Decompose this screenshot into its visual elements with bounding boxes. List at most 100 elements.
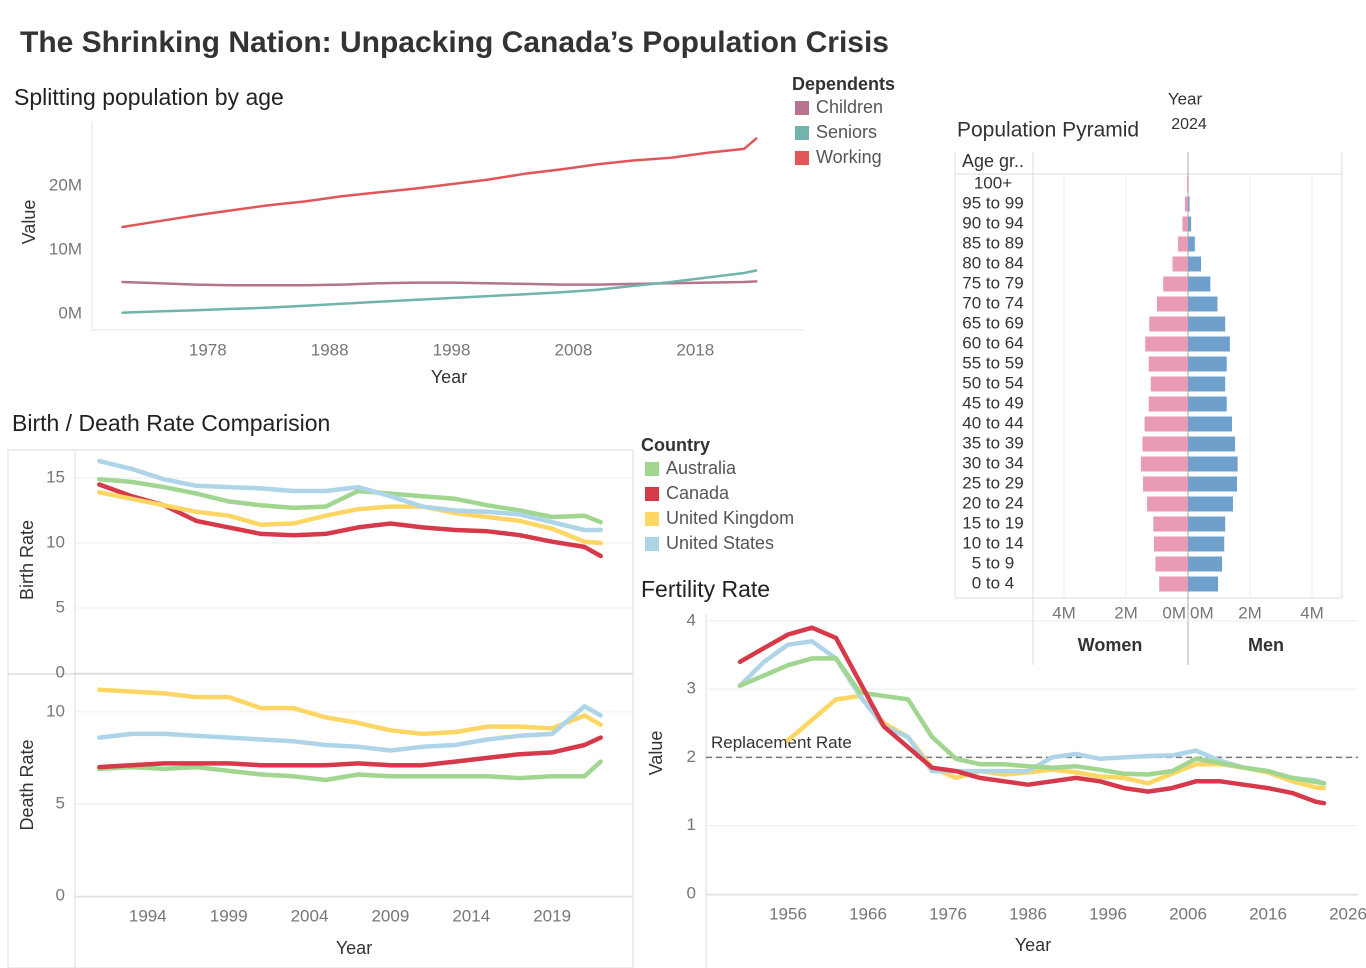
x-tick-label: 1956 (769, 904, 807, 923)
pyramid-bar (1147, 496, 1188, 512)
x-tick-label: 2006 (1169, 904, 1207, 923)
x-tick-label: 2009 (371, 906, 409, 925)
x-tick-label: 2018 (676, 340, 714, 359)
x-tick-label: 1976 (929, 904, 967, 923)
legend-swatch (645, 487, 659, 501)
pyramid-bar (1188, 316, 1226, 332)
series-line (97, 490, 603, 546)
series-line (97, 482, 603, 559)
y-tick-label: 10M (49, 239, 82, 258)
x-axis-title: Year (336, 938, 372, 958)
x-tick-label: 0M (1190, 603, 1214, 622)
axis-title: Men (1248, 635, 1284, 655)
pyramid-bar (1188, 576, 1219, 592)
chart-title: Fertility Rate (641, 576, 770, 602)
x-tick-label: 2004 (291, 906, 329, 925)
category-label: 50 to 54 (962, 373, 1023, 392)
y-tick-label: 1 (687, 815, 696, 834)
chart-title: Birth / Death Rate Comparision (12, 410, 330, 436)
filter-value: 2024 (1171, 116, 1207, 133)
pyramid-bar (1157, 296, 1188, 312)
pyramid-bar (1184, 196, 1188, 212)
x-tick-label: 1986 (1009, 904, 1047, 923)
pyramid-bar (1178, 236, 1188, 252)
pyramid-bar (1143, 476, 1188, 492)
y-axis-title: Value (646, 731, 666, 776)
legend-title: Dependents (792, 74, 895, 94)
pyramid-bar (1153, 516, 1188, 532)
chart-title: Population Pyramid (957, 119, 1139, 142)
category-label: 30 to 34 (962, 453, 1023, 472)
category-label: 75 to 79 (962, 273, 1023, 292)
series-line (97, 458, 603, 533)
category-label: 55 to 59 (962, 353, 1023, 372)
x-tick-label: 2M (1114, 603, 1138, 622)
pyramid-bar (1188, 456, 1238, 472)
x-axis-title: Year (431, 367, 467, 387)
series-line (121, 280, 758, 287)
category-label: 35 to 39 (962, 433, 1023, 452)
category-label: 65 to 69 (962, 313, 1023, 332)
legend-label: Australia (666, 458, 737, 478)
series-line (737, 625, 1327, 806)
dashboard-title: The Shrinking Nation: Unpacking Canada’s… (20, 26, 889, 59)
pyramid-bar (1188, 396, 1227, 412)
pyramid-bar (1188, 416, 1233, 432)
pyramid-bar (1148, 396, 1188, 412)
series-line (737, 656, 1327, 786)
axis-title: Women (1078, 635, 1143, 655)
pyramid-bar (1159, 576, 1188, 592)
category-label: 45 to 49 (962, 393, 1023, 412)
pyramid-bar (1188, 476, 1237, 492)
series-line (97, 687, 603, 737)
legend-label: United States (666, 533, 774, 553)
series-line (97, 735, 603, 770)
pyramid-bar (1188, 216, 1192, 232)
legend-label: United Kingdom (666, 508, 794, 528)
category-label: 60 to 64 (962, 333, 1023, 352)
chart-title: Splitting population by age (14, 84, 284, 110)
y-axis-title: Birth Rate (17, 520, 37, 600)
legend-swatch (795, 101, 809, 115)
y-tick-label: 0 (687, 883, 696, 902)
filter-label: Year (1168, 89, 1203, 108)
y-tick-label: 2 (687, 747, 696, 766)
category-label: 10 to 14 (962, 533, 1023, 552)
category-label: 90 to 94 (962, 213, 1023, 232)
x-tick-label: 2008 (555, 340, 593, 359)
pyramid-bar (1144, 416, 1188, 432)
pyramid-bar (1145, 336, 1188, 352)
y-tick-label: 4 (687, 610, 696, 629)
y-tick-label: 15 (46, 467, 65, 486)
pyramid-bar (1188, 496, 1233, 512)
x-tick-label: 2026 (1329, 904, 1366, 923)
category-label: 0 to 4 (972, 573, 1015, 592)
series-line (121, 137, 758, 229)
x-tick-label: 1994 (129, 906, 167, 925)
series-line (97, 477, 603, 525)
pyramid-bar (1188, 196, 1190, 212)
y-axis-title: Death Rate (17, 739, 37, 830)
pyramid-bar (1142, 436, 1188, 452)
pyramid-bar (1140, 456, 1188, 472)
category-label: 40 to 44 (962, 413, 1023, 432)
y-tick-label: 10 (46, 532, 65, 551)
pyramid-bar (1188, 256, 1202, 272)
series-line (97, 704, 603, 753)
pyramid-bar (1188, 556, 1223, 572)
y-axis-title: Value (19, 200, 39, 245)
y-tick-label: 0 (56, 885, 65, 904)
category-label: 85 to 89 (962, 233, 1023, 252)
y-tick-label: 3 (687, 679, 696, 698)
y-tick-label: 0 (56, 662, 65, 681)
category-label: 80 to 84 (962, 253, 1023, 272)
x-tick-label: 2014 (452, 906, 490, 925)
y-tick-label: 5 (56, 793, 65, 812)
pyramid-bar (1149, 316, 1188, 332)
category-label: 15 to 19 (962, 513, 1023, 532)
pyramid-bar (1188, 356, 1227, 372)
pyramid-bar (1188, 536, 1225, 552)
legend-swatch (795, 151, 809, 165)
legend-label: Canada (666, 483, 730, 503)
